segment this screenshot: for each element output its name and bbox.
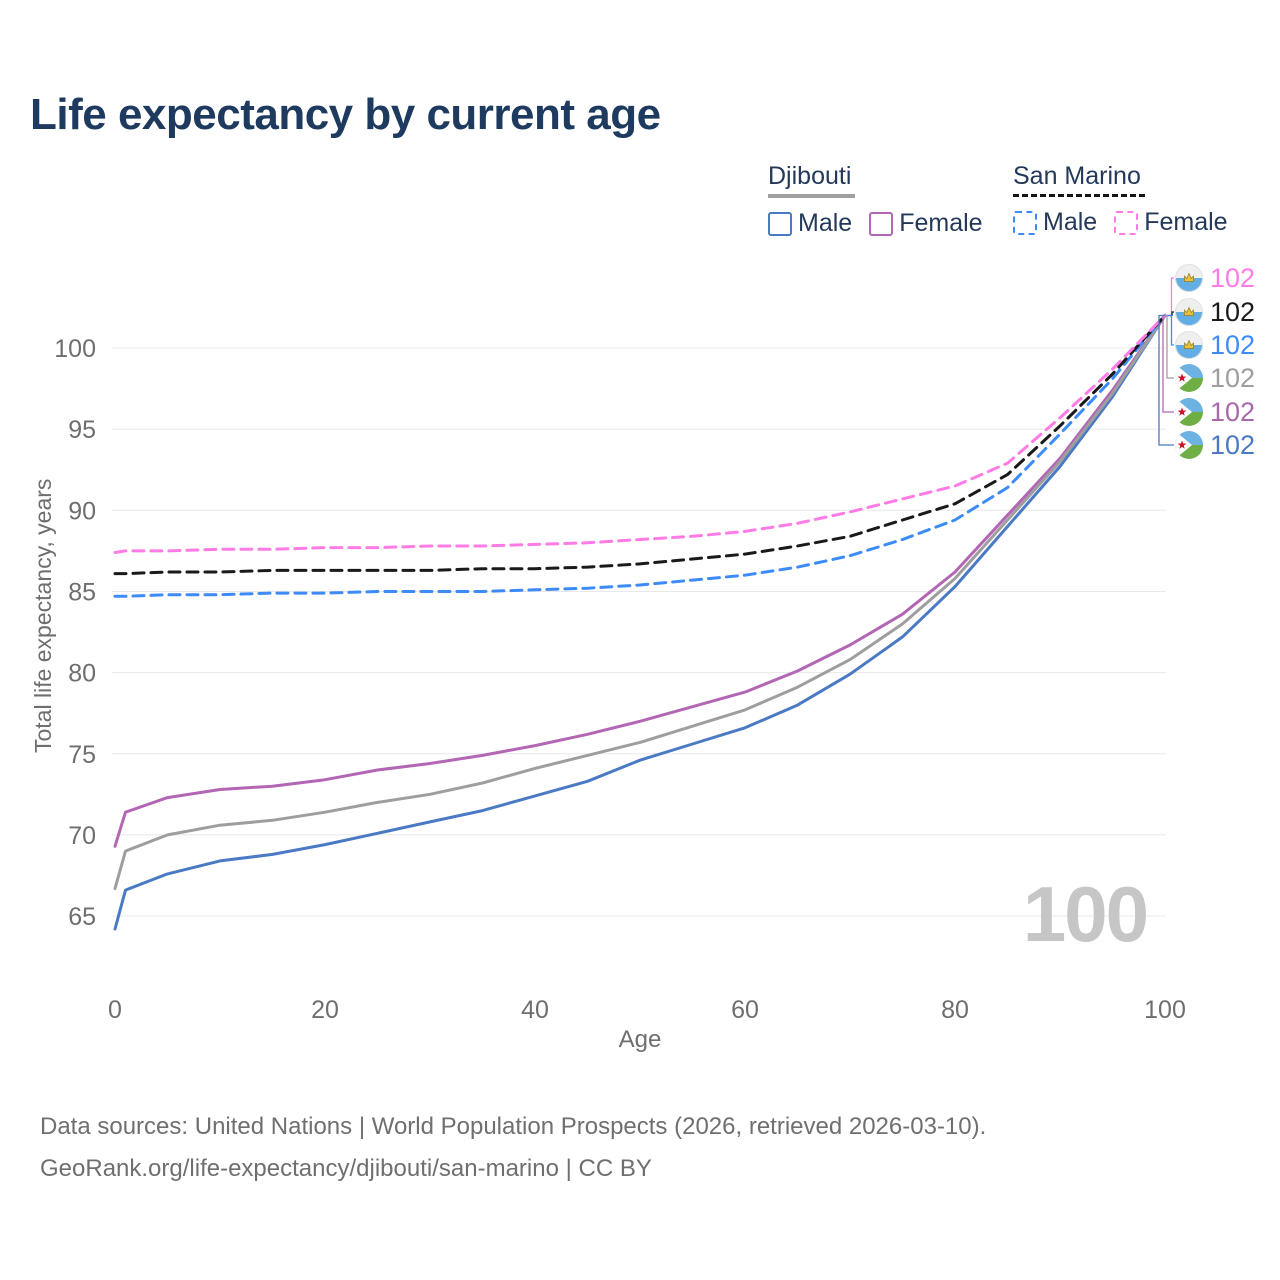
- y-axis-tick-label: 75: [68, 741, 96, 769]
- legend-checkbox-djibouti-female[interactable]: [869, 211, 894, 236]
- series-line-dj_male: [113, 314, 1167, 931]
- legend-group-djibouti: Djibouti Male Female: [768, 162, 1000, 238]
- legend-label-djibouti-male[interactable]: Male: [798, 209, 853, 237]
- legend-group-title-djibouti: Djibouti: [768, 162, 856, 198]
- legend-group-title-san-marino: San Marino: [1013, 162, 1145, 197]
- y-axis-tick-label: 95: [68, 416, 96, 444]
- series-line-sm_total: [113, 314, 1167, 576]
- djibouti-flag-icon: [1175, 431, 1203, 459]
- x-axis-tick-label: 80: [941, 996, 969, 1024]
- end-label-value-dj_total: 102: [1210, 363, 1255, 393]
- end-label-connector-dj_male: [1158, 314, 1174, 446]
- chart-title: Life expectancy by current age: [30, 90, 661, 139]
- end-label-connector-sm_female: [1165, 277, 1174, 317]
- end-label-value-sm_female: 102: [1210, 263, 1255, 293]
- series-line-sm_female: [113, 314, 1167, 554]
- source-attribution: Data sources: United Nations | World Pop…: [40, 1106, 986, 1190]
- end-label-value-sm_total: 102: [1210, 297, 1255, 327]
- legend-checkbox-san-marino-male[interactable]: [1013, 210, 1037, 235]
- end-label-value-dj_male: 102: [1210, 430, 1255, 460]
- current-age-watermark: 100: [1023, 870, 1147, 958]
- legend-row-san-marino: Male Female: [1013, 208, 1245, 237]
- y-axis-tick-label: 85: [68, 578, 96, 606]
- end-label-connectors-group: [1158, 277, 1174, 446]
- end-label-connector-sm_male: [1165, 314, 1174, 346]
- legend-checkbox-djibouti-male[interactable]: [768, 211, 792, 236]
- series-line-dj_female: [113, 314, 1167, 848]
- legend-label-djibouti-female[interactable]: Female: [899, 209, 983, 237]
- legend-checkbox-san-marino-female[interactable]: [1114, 210, 1139, 235]
- gridlines-group: [112, 347, 1166, 917]
- axis-ticks-group: 65 70 75 80 85 90 95 100 0 20 40 60 80 100: [54, 335, 1186, 1024]
- legend-row-djibouti: Male Female: [768, 209, 1000, 238]
- end-label-value-dj_female: 102: [1210, 397, 1255, 427]
- x-axis-tick-label: 40: [521, 996, 549, 1024]
- san-marino-flag-icon: [1175, 264, 1203, 292]
- y-axis-tick-label: 90: [68, 497, 96, 525]
- san-marino-flag-icon: [1175, 331, 1203, 359]
- data-sources-line: Data sources: United Nations | World Pop…: [40, 1113, 987, 1140]
- series-lines-group: [113, 314, 1167, 931]
- y-axis-tick-label: 100: [54, 335, 96, 363]
- legend-label-san-marino-female[interactable]: Female: [1144, 208, 1228, 236]
- y-axis-tick-label: 65: [68, 903, 96, 931]
- x-axis-tick-label: 60: [731, 996, 759, 1024]
- age-watermark-group: 100: [1023, 870, 1149, 958]
- legend-label-san-marino-male[interactable]: Male: [1043, 208, 1098, 236]
- x-axis-title: Age: [618, 1026, 662, 1053]
- series-line-sm_male: [113, 314, 1167, 598]
- legend-group-san-marino: San Marino Male Female: [1013, 162, 1245, 237]
- x-axis-tick-label: 100: [1144, 996, 1186, 1024]
- san-marino-flag-icon: [1175, 298, 1203, 326]
- end-label-value-sm_male: 102: [1210, 330, 1255, 360]
- djibouti-flag-icon: [1175, 398, 1203, 426]
- y-axis-tick-label: 70: [68, 822, 96, 850]
- end-label-connector-dj_total: [1165, 314, 1174, 379]
- series-line-dj_total: [113, 314, 1167, 890]
- end-label-connector-dj_female: [1162, 314, 1174, 413]
- georank-url-line: GeoRank.org/life-expectancy/djibouti/san…: [40, 1155, 652, 1182]
- y-axis-tick-label: 80: [68, 660, 96, 688]
- x-axis-tick-label: 0: [108, 996, 122, 1024]
- x-axis-tick-label: 20: [311, 996, 339, 1024]
- djibouti-flag-icon: [1175, 364, 1203, 392]
